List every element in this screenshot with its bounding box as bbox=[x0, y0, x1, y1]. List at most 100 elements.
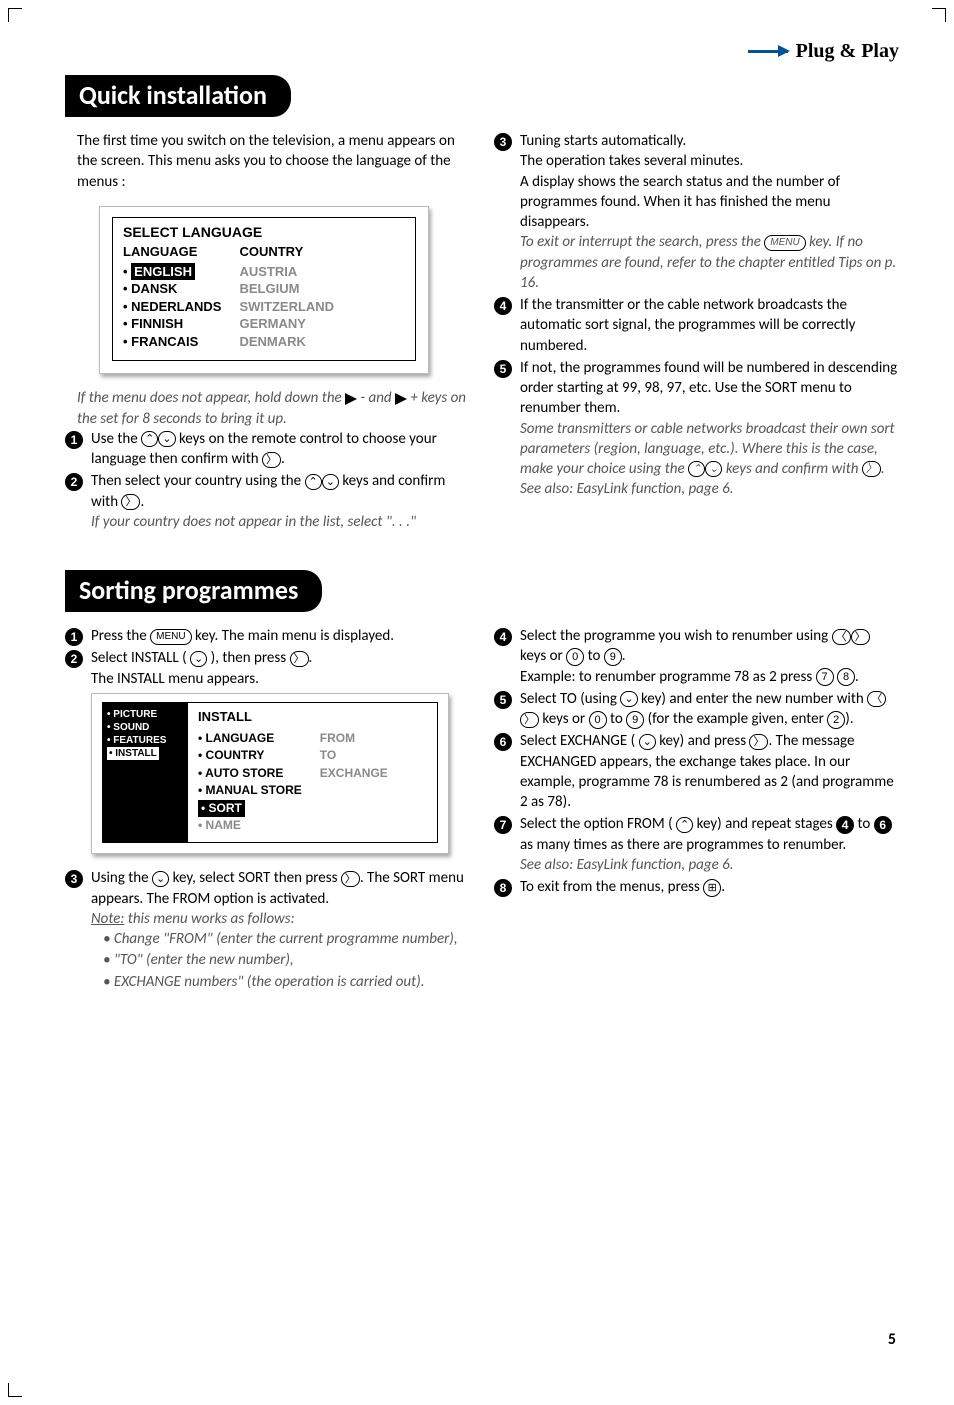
down-key: ⌄ bbox=[705, 461, 722, 477]
lang-item: • ENGLISH bbox=[123, 263, 221, 281]
step3-note: To exit or interrupt the search, press t… bbox=[520, 233, 896, 292]
right-key: 〉 bbox=[851, 629, 870, 645]
t: this menu works as follows: bbox=[124, 910, 294, 928]
key-7: 7 bbox=[816, 668, 834, 686]
t: Press the bbox=[91, 627, 150, 645]
s2-step-1: 1 Press the MENU key. The main menu is d… bbox=[65, 626, 470, 646]
install-title: INSTALL bbox=[198, 709, 427, 724]
t: key. The main menu is displayed. bbox=[195, 627, 394, 645]
right-key: 〉 bbox=[341, 871, 360, 887]
i: • NAME bbox=[198, 817, 302, 834]
down-key: ⌄ bbox=[190, 651, 207, 667]
volume-icon bbox=[395, 393, 407, 405]
step-2: 2 Then select your country using the ⌃⌄ … bbox=[65, 471, 470, 532]
step3-bullets: Change "FROM" (enter the current program… bbox=[91, 929, 470, 992]
step-4: 4 If the transmitter or the cable networ… bbox=[494, 295, 899, 356]
b: Change "FROM" (enter the current program… bbox=[103, 929, 470, 949]
r: EXCHANGE bbox=[320, 765, 388, 782]
key-9: 9 bbox=[604, 648, 622, 666]
side-item: • PICTURE bbox=[107, 708, 183, 721]
s2-steps-left-2: 3 Using the ⌄ key, select SORT then pres… bbox=[65, 868, 470, 992]
t: ). bbox=[845, 710, 853, 728]
t: key, select SORT then press bbox=[173, 869, 341, 887]
left-key: 〈 bbox=[832, 629, 851, 645]
section2: Sorting programmes 1 Press the MENU key.… bbox=[65, 570, 899, 994]
plug-play-text: Plug & Play bbox=[796, 40, 899, 63]
section1-right-col: 3 Tuning starts automatically. The opera… bbox=[494, 131, 899, 534]
step-5: 5 If not, the programmes found will be n… bbox=[494, 358, 899, 500]
right-key: 〉 bbox=[749, 734, 768, 750]
section1-left-col: The first time you switch on the televis… bbox=[65, 131, 470, 534]
page-number: 5 bbox=[888, 1330, 896, 1349]
section2-columns: 1 Press the MENU key. The main menu is d… bbox=[65, 626, 899, 994]
t: to bbox=[858, 815, 874, 833]
menu-appear-note: If the menu does not appear, hold down t… bbox=[77, 388, 470, 429]
t: Using the bbox=[91, 869, 152, 887]
install-main: INSTALL • LANGUAGE • COUNTRY • AUTO STOR… bbox=[188, 702, 438, 843]
lang-item: FINNISH bbox=[123, 315, 221, 333]
side-item: • FEATURES bbox=[107, 734, 183, 747]
badge-1: 1 bbox=[65, 628, 83, 646]
right-key: 〉 bbox=[290, 651, 309, 667]
t: Select TO (using bbox=[520, 690, 620, 708]
country-item: GERMANY bbox=[239, 315, 334, 333]
badge-8: 8 bbox=[494, 879, 512, 897]
t: See also: EasyLink function, page 6. bbox=[520, 480, 734, 498]
lang-list: • ENGLISH DANSK NEDERLANDS FINNISH FRANC… bbox=[123, 263, 221, 351]
t: . bbox=[140, 493, 144, 511]
t: keys or bbox=[542, 710, 588, 728]
steps-right: 3 Tuning starts automatically. The opera… bbox=[494, 131, 899, 500]
lang-col: LANGUAGE • ENGLISH DANSK NEDERLANDS FINN… bbox=[123, 244, 221, 351]
t: ), then press bbox=[211, 649, 290, 667]
down-key: ⌄ bbox=[639, 734, 656, 750]
s2-step-8: 8 To exit from the menus, press ⊞. bbox=[494, 877, 899, 897]
key-9: 9 bbox=[626, 711, 644, 729]
t: keys or bbox=[520, 647, 566, 665]
lang-head: LANGUAGE bbox=[123, 244, 221, 259]
t: as many times as there are programmes to… bbox=[520, 836, 846, 854]
t: . bbox=[881, 460, 885, 478]
panel-title: SELECT LANGUAGE bbox=[123, 224, 405, 240]
badge-4: 4 bbox=[494, 628, 512, 646]
t: Select the option FROM ( bbox=[520, 815, 673, 833]
right-key: 〉 bbox=[862, 461, 881, 477]
t: key) and press bbox=[659, 732, 749, 750]
t: A display shows the search status and th… bbox=[520, 173, 840, 232]
install-right: FROM TO EXCHANGE bbox=[320, 730, 388, 834]
plug-and-play-logo: Plug & Play bbox=[748, 40, 899, 63]
select-language-panel: SELECT LANGUAGE LANGUAGE • ENGLISH DANSK… bbox=[99, 206, 429, 375]
volume-icon bbox=[345, 393, 357, 405]
b: "TO" (enter the new number), bbox=[103, 950, 470, 970]
crop-mark bbox=[8, 1383, 22, 1397]
inline-badge-4: 4 bbox=[836, 816, 854, 834]
install-sidebar: • PICTURE • SOUND • FEATURES • INSTALL bbox=[102, 702, 188, 843]
t: Use the bbox=[91, 430, 141, 448]
t: Select the programme you wish to renumbe… bbox=[520, 627, 832, 645]
menu-key: MENU bbox=[764, 235, 805, 251]
i: • LANGUAGE bbox=[198, 730, 302, 747]
section2-right-col: 4 Select the programme you wish to renum… bbox=[494, 626, 899, 994]
badge-4: 4 bbox=[494, 297, 512, 315]
crop-mark bbox=[932, 8, 946, 22]
t: (for the example given, enter bbox=[648, 710, 828, 728]
crop-mark bbox=[8, 8, 22, 22]
country-item: DENMARK bbox=[239, 333, 334, 351]
step-3: 3 Tuning starts automatically. The opera… bbox=[494, 131, 899, 293]
step7-note: See also: EasyLink function, page 6. bbox=[520, 856, 734, 874]
badge-2: 2 bbox=[65, 650, 83, 668]
side-item: • SOUND bbox=[107, 721, 183, 734]
t: The operation takes several minutes. bbox=[520, 152, 743, 170]
t: . bbox=[281, 450, 285, 468]
b: EXCHANGE numbers" (the operation is carr… bbox=[103, 972, 470, 992]
install-left: • LANGUAGE • COUNTRY • AUTO STORE • MANU… bbox=[198, 730, 302, 834]
i: • AUTO STORE bbox=[198, 765, 302, 782]
t: Then select your country using the bbox=[91, 472, 305, 490]
step2-note: If your country does not appear in the l… bbox=[91, 513, 416, 531]
right-key: 〉 bbox=[262, 452, 281, 468]
key-0: 0 bbox=[589, 711, 607, 729]
section2-left-col: 1 Press the MENU key. The main menu is d… bbox=[65, 626, 470, 994]
section1-columns: The first time you switch on the televis… bbox=[65, 131, 899, 534]
badge-6: 6 bbox=[494, 733, 512, 751]
t: key) and repeat stages bbox=[697, 815, 836, 833]
lang-item: DANSK bbox=[123, 280, 221, 298]
